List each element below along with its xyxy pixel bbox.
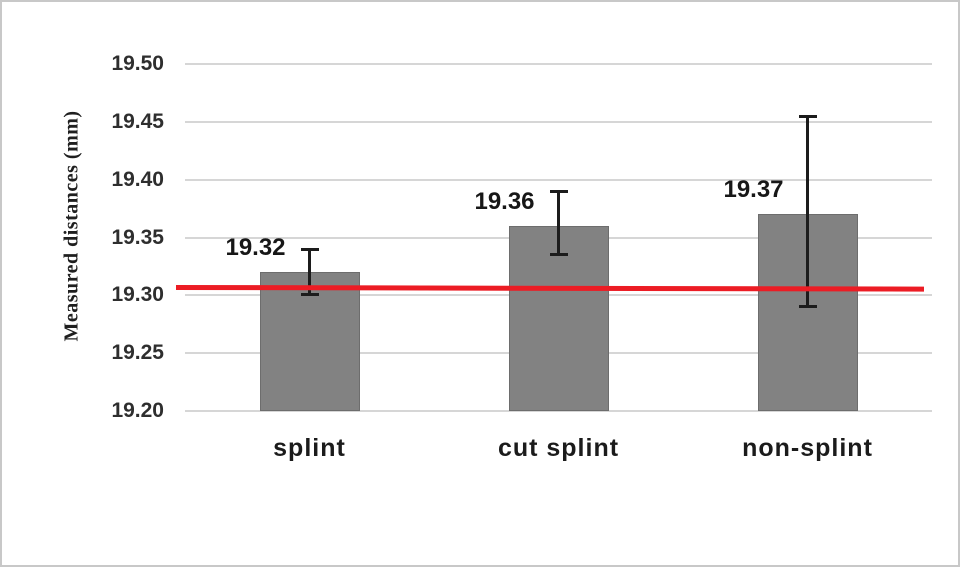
error-bar-cap-bottom-non-splint: [798, 304, 817, 308]
y-gridline: [185, 410, 932, 412]
category-label-cut-splint: cut splint: [497, 434, 620, 462]
y-gridline: [185, 120, 932, 123]
y-tick-label: 19.20: [111, 399, 164, 422]
error-bar-cap-top-splint: [300, 248, 319, 252]
y-tick-label: 19.25: [111, 341, 164, 365]
error-bar-line-cut-splint: [557, 191, 560, 255]
error-bar-line-splint: [308, 249, 311, 296]
y-gridline: [185, 63, 932, 65]
y-tick-label: 19.35: [111, 225, 164, 249]
value-label-splint: 19.32: [225, 234, 286, 262]
error-bar-cap-top-cut-splint: [549, 190, 568, 194]
value-label-cut-splint: 19.36: [474, 187, 535, 215]
category-label-non-splint: non-splint: [742, 434, 873, 462]
y-tick-label: 19.30: [111, 283, 164, 307]
y-tick-label: 19.45: [111, 109, 164, 133]
y-gridline: [185, 178, 932, 181]
y-tick-label: 19.50: [111, 52, 164, 75]
error-bar-cap-bottom-splint: [300, 293, 319, 297]
error-bar-line-non-splint: [806, 116, 809, 307]
error-bar-cap-top-non-splint: [798, 115, 817, 119]
bar-cut-splint: [508, 225, 609, 411]
y-tick-label: 19.40: [111, 167, 164, 191]
category-label-splint: splint: [273, 434, 346, 462]
error-bar-cap-bottom-cut-splint: [549, 252, 568, 256]
value-label-non-splint: 19.37: [723, 176, 784, 204]
